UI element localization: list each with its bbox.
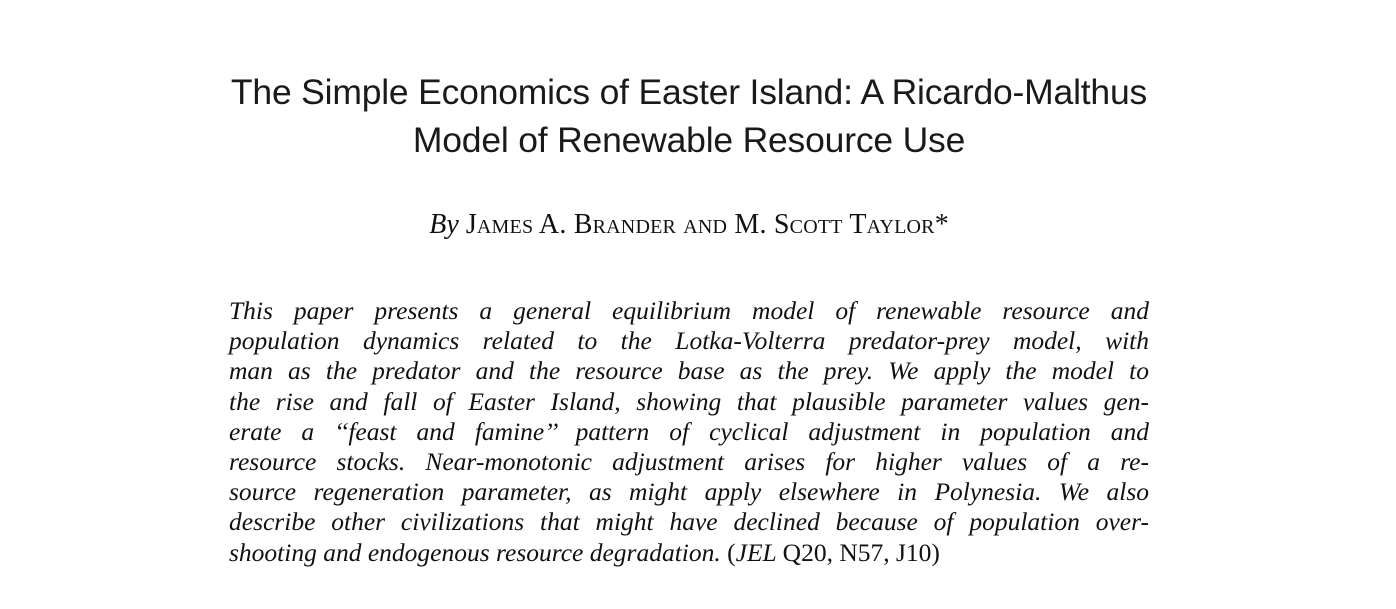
abstract-line-5: erate a ‘‘feast and famine’’ pattern of … [229, 416, 1149, 446]
author-byline: By James A. Brander and M. Scott Taylor* [0, 208, 1378, 242]
byline-by: By [429, 209, 459, 240]
byline-authors: James A. Brander and M. Scott Taylor [465, 209, 935, 240]
abstract-final-sentence: shooting and endogenous resource degrada… [229, 537, 721, 567]
byline-footnote-mark: * [934, 209, 949, 240]
paper-title-line-2: Model of Renewable Resource Use [412, 120, 966, 160]
abstract-line-3: man as the predator and the resource bas… [229, 356, 1149, 386]
abstract-line-9: shooting and endogenous resource degrada… [229, 538, 1149, 568]
jel-codes: Q20, N57, J10) [782, 537, 940, 567]
paper-title: The Simple Economics of Easter Island: A… [0, 68, 1378, 164]
jel-open-paren: ( [727, 537, 736, 567]
paper-title-line-1: The Simple Economics of Easter Island: A… [230, 72, 1148, 112]
abstract-line-6: resource stocks. Near-monotonic adjustme… [229, 446, 1149, 476]
abstract-line-1: This paper presents a general equilibriu… [229, 296, 1149, 325]
abstract: This paper presents a general equilibriu… [229, 296, 1149, 568]
abstract-line-7: source regeneration parameter, as might … [229, 477, 1149, 507]
abstract-line-2: population dynamics related to the Lotka… [229, 326, 1149, 356]
abstract-line-8: describe other civilizations that might … [229, 507, 1149, 537]
jel-label: JEL [735, 537, 777, 567]
abstract-line-4: the rise and fall of Easter Island, show… [229, 386, 1149, 416]
